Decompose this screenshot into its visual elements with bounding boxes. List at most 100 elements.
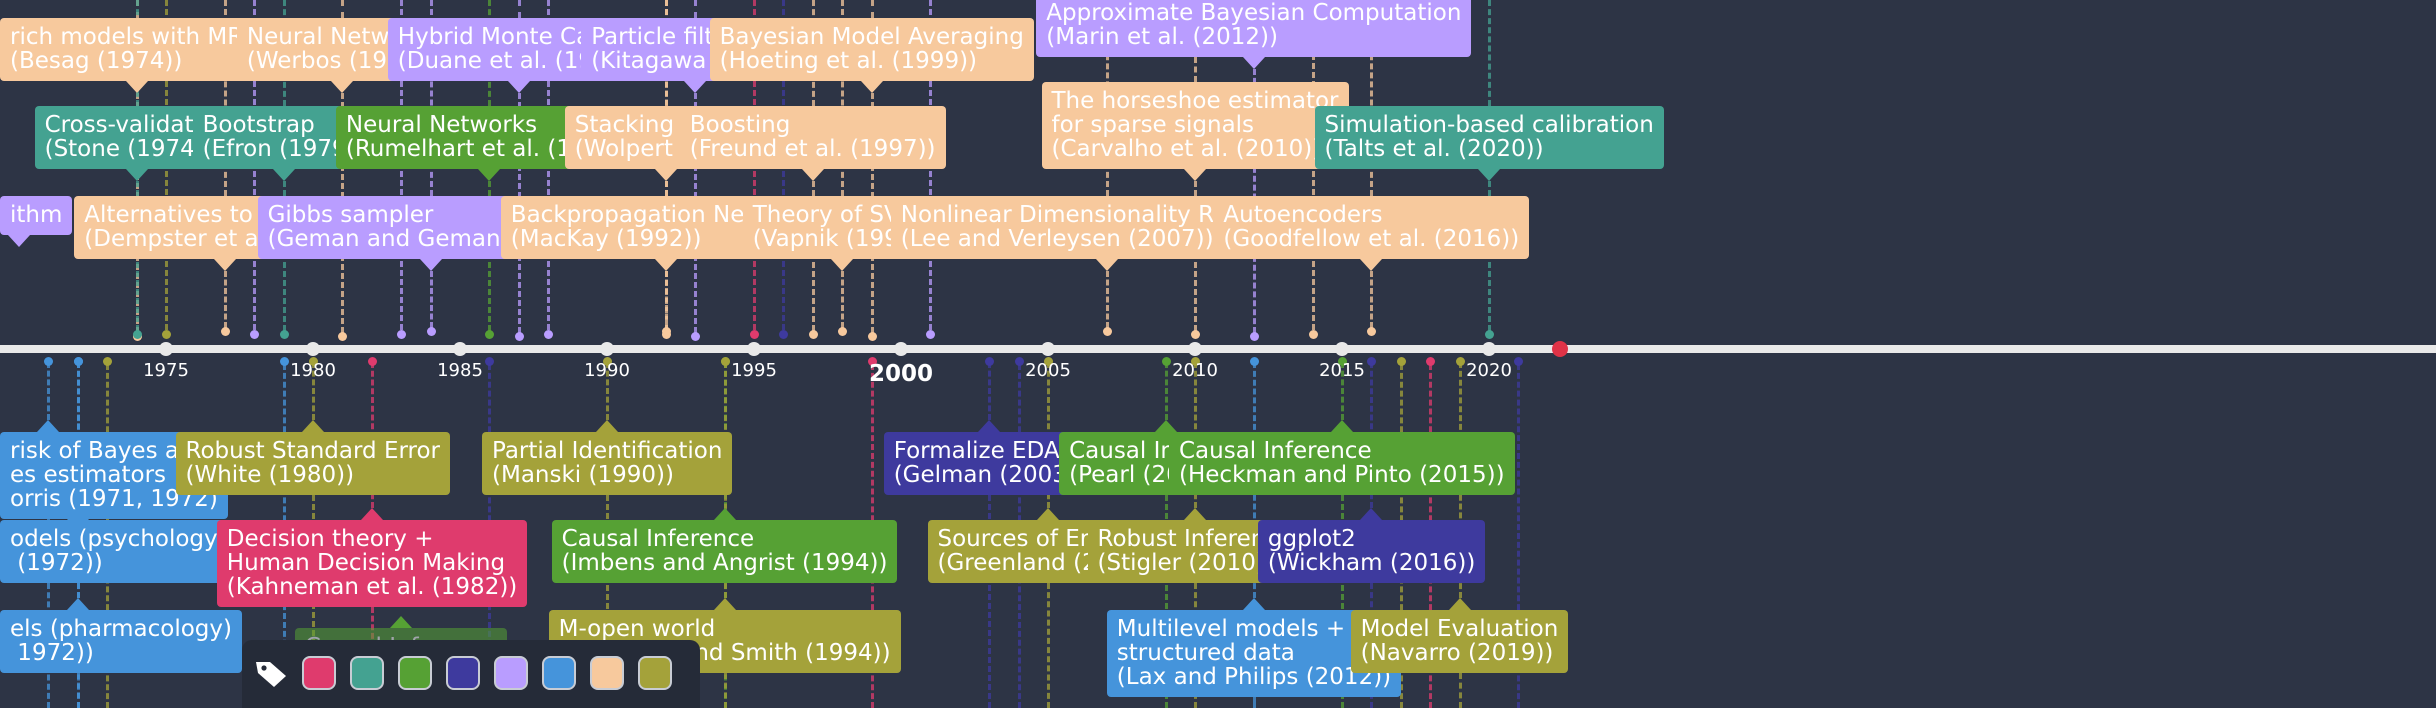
event-caret [125, 169, 148, 181]
event-label: Boosting (Freund et al. (1997)) [679, 106, 946, 169]
event-stem-above-werbos [341, 0, 345, 18]
event-dot-eda [985, 357, 995, 366]
event-caret [1242, 57, 1265, 69]
event-stem-above-bma [870, 0, 874, 18]
event-stem-below-mopen [723, 673, 727, 708]
event-dot-bayesrisk [44, 357, 54, 366]
tag-icon[interactable] [252, 656, 292, 690]
event-dot-bma [867, 332, 877, 341]
extra-dot-5 [779, 330, 789, 339]
axis-tick-1995 [747, 342, 761, 356]
event-dot-werbos [338, 332, 348, 341]
event-dot-abc [1249, 332, 1259, 341]
extra-dot-12 [1014, 357, 1024, 366]
event-stem-below-partialid [606, 495, 609, 708]
event-caret [1154, 420, 1177, 432]
event-caret [302, 420, 324, 432]
event-dot-mopen [720, 357, 730, 366]
current-year-marker[interactable] [1551, 341, 1568, 357]
event-stem-partialid [606, 362, 609, 420]
event-caret [1448, 598, 1471, 610]
swatch-green[interactable] [398, 656, 432, 690]
axis-tick-label-1980: 1980 [290, 360, 336, 381]
event-stem-above-sbc [1488, 0, 1491, 106]
extra-dot-8 [103, 357, 113, 366]
event-label: Robust Standard Error (White (1980)) [175, 432, 451, 495]
axis-tick-2010 [1188, 342, 1202, 356]
event-dot-navarro [1455, 357, 1465, 366]
event-label: ggplot2 (Wickham (2016)) [1257, 520, 1486, 583]
event-stem-below-pearl [1164, 495, 1168, 708]
extra-dot-15 [1514, 357, 1524, 366]
event-stem-nldr [1105, 271, 1109, 328]
axis-tick-label-2020: 2020 [1466, 360, 1512, 381]
extra-dot-3 [544, 330, 554, 339]
event-label: The horseshoe estimator for sparse signa… [1041, 82, 1349, 169]
event-stem-above-backprop [664, 0, 668, 196]
event-caret [713, 598, 736, 610]
event-label: Simulation-based calibration (Talts et a… [1314, 106, 1664, 169]
axis-tick-2020 [1482, 342, 1496, 356]
extra-dot-7 [1308, 330, 1318, 339]
event-caret [978, 420, 1001, 432]
extra-dot-11 [867, 357, 877, 366]
event-caret [390, 616, 413, 628]
event-label: Causal Inference (Heckman and Pinto (201… [1169, 432, 1515, 495]
event-caret [1331, 420, 1353, 432]
extra-dot-2 [397, 330, 407, 339]
swatch-lavender[interactable] [494, 656, 528, 690]
swatch-teal[interactable] [350, 656, 384, 690]
axis-tick-label-2000: 2000 [868, 361, 934, 387]
axis-tick-label-2010: 2010 [1172, 360, 1218, 381]
axis-tick-label-1990: 1990 [584, 360, 630, 381]
extra-dot-0 [162, 330, 171, 339]
axis-tick-2005 [1041, 342, 1055, 356]
event-stem-backprop [664, 271, 668, 328]
timeline-axis [0, 345, 2436, 353]
swatch-indigo[interactable] [446, 656, 480, 690]
event-caret [596, 420, 618, 432]
event-stem-above-hmc [517, 0, 521, 18]
event-dot-ols [220, 327, 230, 336]
event-caret [507, 81, 530, 93]
color-palette-bar [242, 640, 700, 708]
event-dot-backprop [661, 327, 671, 336]
event-dot-horseshoe [1191, 330, 1200, 339]
event-dot-pharma [73, 357, 83, 366]
extra-dot-13 [1396, 357, 1406, 366]
event-caret [419, 259, 442, 271]
swatch-olive[interactable] [638, 656, 672, 690]
event-stem-below-multilevel [1252, 697, 1256, 708]
event-label: els (pharmacology) 1972)) [0, 610, 242, 673]
event-dot-robustse [309, 357, 318, 366]
event-label: ithm [0, 196, 73, 235]
axis-tick-1990 [600, 342, 614, 356]
event-dot-nn86 [485, 330, 495, 339]
event-caret [831, 259, 854, 271]
event-stem-heckman [1341, 362, 1344, 420]
extra-dot-14 [1426, 357, 1436, 366]
swatch-peach[interactable] [590, 656, 624, 690]
event-dot-boosting [808, 330, 818, 339]
event-dot-bootstrap [279, 330, 289, 339]
event-label: Approximate Bayesian Computation (Marin … [1036, 0, 1472, 57]
event-stem-below-pharma [76, 673, 80, 708]
event-dot-svm [838, 327, 848, 336]
event-caret [713, 508, 736, 520]
axis-tick-label-2005: 2005 [1025, 360, 1071, 381]
event-stem-autoenc [1370, 271, 1374, 328]
swatch-blue[interactable] [542, 656, 576, 690]
event-label: Model Evaluation (Navarro (2019)) [1350, 610, 1569, 673]
axis-tick-label-1995: 1995 [731, 360, 777, 381]
axis-tick-1985 [453, 342, 467, 356]
event-stem-below-heckman [1341, 495, 1344, 708]
swatch-red[interactable] [302, 656, 336, 690]
event-dot-partialid [603, 357, 612, 366]
event-caret [37, 420, 60, 432]
event-caret [654, 169, 677, 181]
event-dot-stigler [1191, 357, 1200, 366]
event-caret [1360, 508, 1383, 520]
event-stem-above-autoenc [1370, 0, 1374, 196]
event-stem-below-eda [988, 495, 992, 708]
